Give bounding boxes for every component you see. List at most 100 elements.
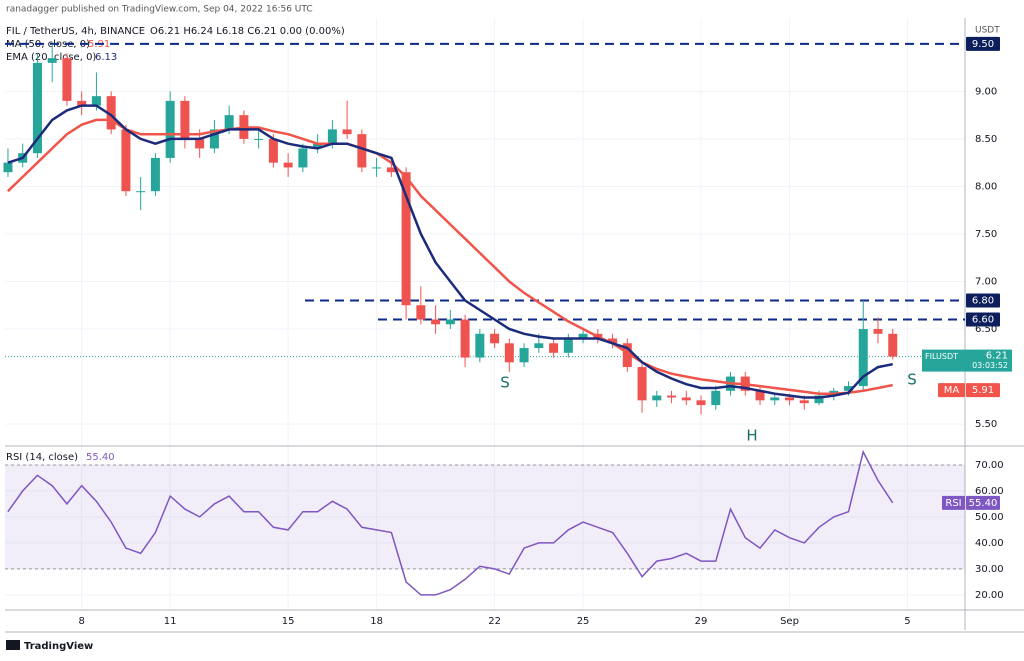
candle-body: [475, 333, 485, 358]
candle-body: [401, 172, 411, 306]
candle-body: [357, 134, 367, 168]
y-tick-label: 6.50: [975, 324, 997, 335]
y-tick-label: 20.00: [975, 590, 1004, 601]
candle-body: [667, 395, 677, 398]
candle-body: [254, 138, 264, 140]
ema-legend-value: 6.13: [95, 52, 117, 63]
candle-body: [844, 386, 854, 391]
candle-body: [32, 62, 42, 154]
last-price-tag: [922, 349, 1012, 372]
candle-body: [711, 390, 721, 406]
price-tag-label: RSI: [945, 498, 961, 509]
y-tick-label: 7.50: [975, 229, 997, 240]
x-tick-label: 11: [164, 616, 177, 627]
y-tick-label: 40.00: [975, 538, 1004, 549]
y-tick-label: 50.00: [975, 512, 1004, 523]
price-tag-label: 55.40: [969, 498, 998, 509]
candle-body: [180, 100, 190, 139]
candle-body: [3, 162, 13, 173]
candle-body: [209, 129, 219, 149]
candle-body: [652, 395, 662, 401]
symbol: FIL / TetherUS, 4h, BINANCE: [6, 26, 145, 37]
candle-body: [534, 343, 544, 349]
y-tick-label: 8.00: [975, 181, 997, 192]
candle-body: [549, 343, 559, 353]
candle-body: [445, 319, 455, 325]
indicator-line: [7, 118, 893, 395]
candle-body: [121, 129, 131, 192]
candle-body: [165, 100, 175, 158]
price-tag: [966, 495, 1000, 510]
candle-body: [637, 367, 647, 401]
y-tick-label: 5.50: [975, 419, 997, 430]
candle-body: [327, 129, 337, 144]
price-tag-label: 9.50: [972, 39, 994, 50]
rsi-line: [7, 449, 894, 596]
y-tick-label: 30.00: [975, 564, 1004, 575]
x-tick-label: 29: [695, 616, 708, 627]
price-tag: [966, 312, 1000, 327]
price-tag-label: 5.91: [972, 385, 994, 396]
candle-body: [372, 167, 382, 169]
ema-legend: EMA (20, close, 0): [6, 52, 96, 63]
candle-body: [47, 58, 57, 63]
candle-body: [62, 58, 72, 101]
x-tick-label: 8: [78, 616, 84, 627]
candle-body: [622, 343, 632, 368]
candle-body: [799, 400, 809, 404]
candle-body: [873, 329, 883, 334]
candle-body: [578, 333, 588, 339]
rsi-band: [5, 464, 965, 569]
candle-body: [785, 397, 795, 401]
price-tag: [938, 383, 965, 398]
price-tag: [966, 293, 1000, 308]
x-tick-label: 25: [577, 616, 590, 627]
rsi-legend-value: 55.40: [86, 452, 115, 463]
candle-body: [431, 319, 441, 325]
candle-body: [313, 143, 323, 149]
price-tag-label: 6.60: [972, 315, 994, 326]
candle-body: [342, 129, 352, 135]
y-tick-label: 60.00: [975, 486, 1004, 497]
candle-body: [386, 167, 396, 173]
candle-body: [504, 343, 514, 363]
candle-body: [91, 96, 101, 106]
candle-body: [696, 400, 706, 406]
candle-body: [106, 96, 116, 130]
price-tag: [942, 495, 965, 510]
candle-body: [608, 338, 618, 344]
y-tick-label: 70.00: [975, 460, 1004, 471]
candle-body: [814, 395, 824, 404]
candle-body: [77, 100, 87, 106]
x-tick-label: Sep: [780, 616, 799, 627]
price-tag: [966, 383, 1000, 398]
rsi-legend: RSI (14, close): [6, 452, 78, 463]
candle-body: [490, 333, 500, 344]
price-tag-label: MA: [944, 385, 960, 396]
ma-legend: MA (50, close, 0): [6, 39, 90, 50]
candle-body: [416, 305, 426, 320]
candle-body: [268, 138, 278, 163]
unit: USDT: [975, 26, 1000, 36]
last-price: 6.21: [986, 351, 1008, 362]
x-tick-label: 18: [370, 616, 383, 627]
price-tag-label: 6.80: [972, 296, 994, 307]
price-tag: [966, 36, 1000, 51]
x-tick-label: 22: [488, 616, 501, 627]
pattern-label: S: [500, 374, 510, 392]
header: ranadagger published on TradingView.com,…: [6, 5, 313, 15]
y-tick-label: 9.00: [975, 86, 997, 97]
candle-body: [519, 348, 529, 363]
candle-body: [563, 338, 573, 353]
candle-body: [460, 319, 470, 358]
candle-body: [283, 162, 293, 168]
y-tick-label: 7.00: [975, 277, 997, 288]
footer: TradingView: [24, 641, 93, 652]
last-symbol: FILUSDT: [925, 352, 958, 361]
countdown: 03:03:52: [972, 361, 1008, 370]
pattern-label: H: [746, 427, 757, 445]
candle-body: [136, 191, 146, 193]
candle-body: [150, 157, 160, 192]
pattern-label: S: [907, 371, 917, 389]
